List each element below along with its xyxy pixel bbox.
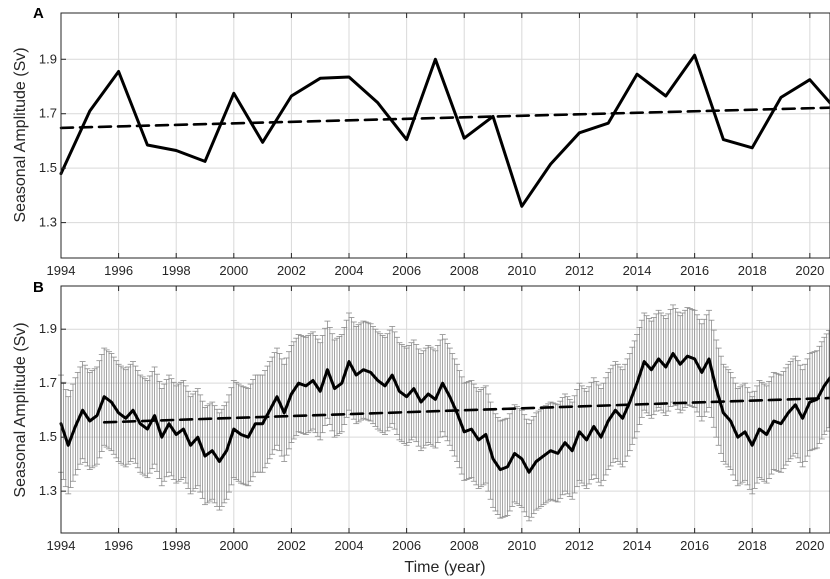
x-tick-label: 2014	[623, 538, 652, 553]
x-tick-label: 2016	[680, 538, 709, 553]
panel-b: 1994 1996 1998 2000 2002 2004 2006 2008 2010 2012…	[12, 279, 830, 576]
x-tick-label: 2020	[795, 263, 824, 278]
x-ticks-a: 1994 1996 1998 2000 2002 2004 2006 2008 2010 2012…	[47, 13, 824, 278]
x-tick-label: 2006	[392, 538, 421, 553]
x-tick-label: 1996	[104, 263, 133, 278]
axes-frame-b	[60, 285, 830, 534]
y-tick-label: 1.7	[39, 106, 57, 121]
x-ticks-b: 1994 1996 1998 2000 2002 2004 2006 2008 2010 2012…	[47, 286, 824, 553]
plot-area-a	[61, 13, 830, 258]
panel-label-b: B	[33, 279, 44, 296]
x-tick-label: 2012	[565, 538, 594, 553]
y-tick-label: 1.9	[39, 321, 57, 336]
y-tick-label: 1.3	[39, 215, 57, 230]
x-tick-label: 2014	[623, 263, 652, 278]
axes-frame-a	[60, 12, 830, 259]
x-tick-label: 1998	[162, 263, 191, 278]
x-axis-label-b: Time (year)	[404, 559, 485, 576]
y-tick-label: 1.7	[39, 375, 57, 390]
x-tick-label: 2018	[738, 538, 767, 553]
y-tick-label: 1.5	[39, 429, 57, 444]
x-tick-label: 2000	[219, 538, 248, 553]
x-tick-label: 2000	[219, 263, 248, 278]
x-tick-label: 2004	[335, 538, 364, 553]
x-tick-label: 1994	[47, 538, 76, 553]
y-ticks-a: 1.3 1.5 1.7 1.9	[39, 51, 66, 230]
x-tick-label: 2020	[795, 538, 824, 553]
x-tick-label: 2002	[277, 263, 306, 278]
x-tick-label: 2004	[335, 263, 364, 278]
series-b	[59, 352, 830, 474]
panel-a: 1994 1996 1998 2000 2002 2004 2006 2008 2010 2012…	[12, 5, 830, 278]
x-tick-label: 2006	[392, 263, 421, 278]
trend-line-a	[59, 106, 830, 130]
data-line-b	[59, 352, 830, 474]
x-tick-label: 2016	[680, 263, 709, 278]
x-tick-label: 1994	[47, 263, 76, 278]
x-tick-label: 2008	[450, 538, 479, 553]
x-tick-label: 2018	[738, 263, 767, 278]
panel-label-a: A	[33, 5, 44, 22]
y-axis-label-a: Seasonal Amplitude (Sv)	[12, 47, 29, 222]
y-tick-label: 1.5	[39, 160, 57, 175]
y-tick-label: 1.3	[39, 483, 57, 498]
x-tick-label: 1996	[104, 538, 133, 553]
y-ticks-b: 1.3 1.5 1.7 1.9	[39, 321, 66, 498]
data-line-a	[59, 53, 830, 208]
x-tick-label: 2010	[507, 538, 536, 553]
series-a	[59, 53, 830, 208]
x-tick-label: 2008	[450, 263, 479, 278]
x-tick-label: 2012	[565, 263, 594, 278]
x-tick-label: 1998	[162, 538, 191, 553]
x-tick-label: 2010	[507, 263, 536, 278]
trend-line-b	[102, 396, 830, 424]
y-axis-label-b: Seasonal Amplitude (Sv)	[12, 322, 29, 497]
x-tick-label: 2002	[277, 538, 306, 553]
y-tick-label: 1.9	[39, 51, 57, 66]
grid-a	[60, 13, 830, 258]
